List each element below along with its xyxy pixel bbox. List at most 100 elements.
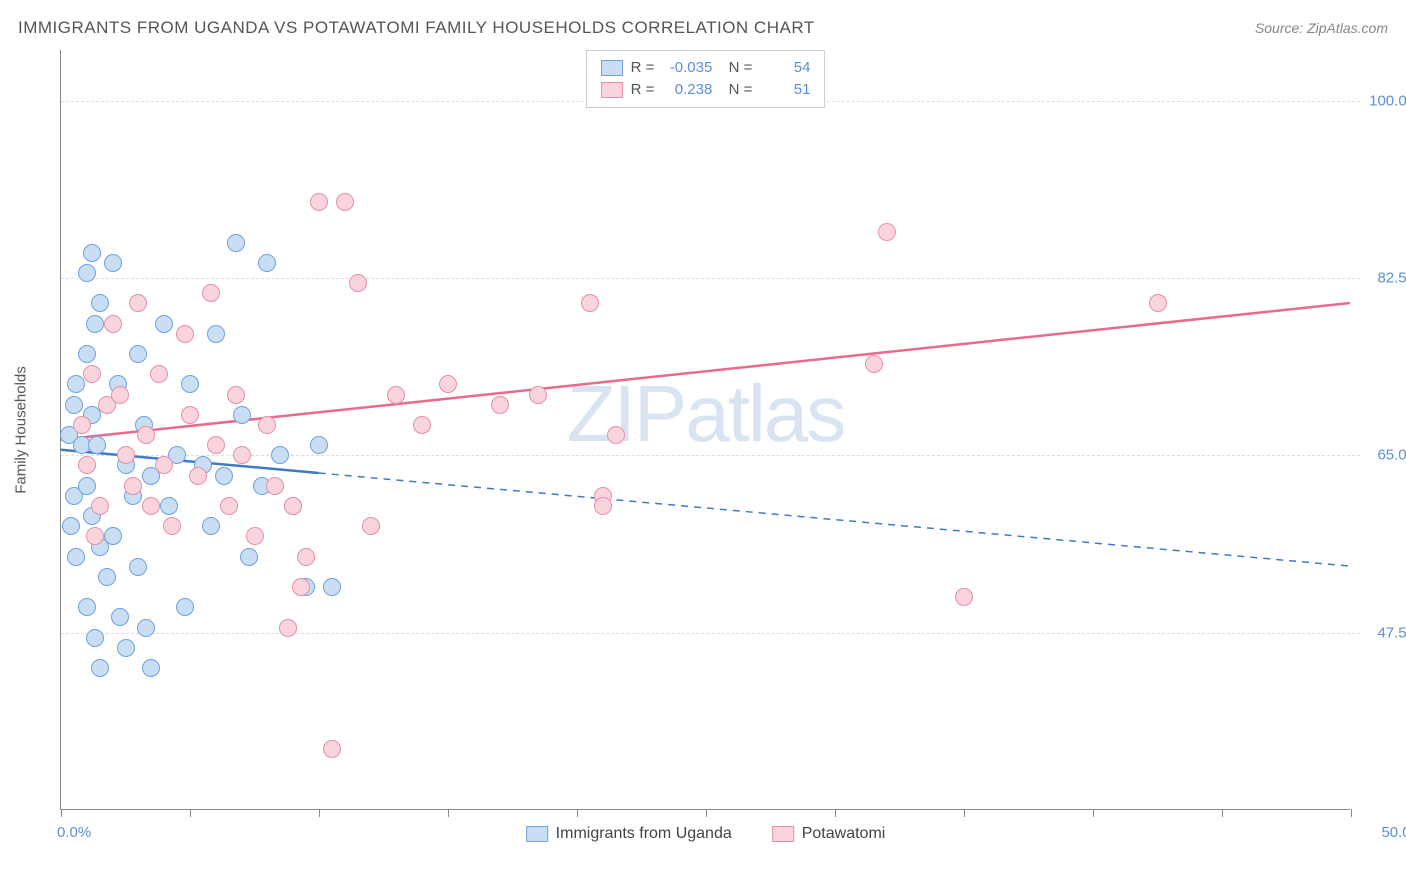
x-tick <box>190 809 191 817</box>
stat-n-label: N = <box>720 79 752 101</box>
data-point-series-0 <box>91 659 109 677</box>
stat-r-value-0: -0.035 <box>662 57 712 79</box>
data-point-series-0 <box>142 659 160 677</box>
chart-title: IMMIGRANTS FROM UGANDA VS POTAWATOMI FAM… <box>18 18 815 38</box>
y-axis-title: Family Households <box>13 366 30 494</box>
data-point-series-0 <box>91 294 109 312</box>
trend-lines <box>61 50 1350 809</box>
x-tick <box>577 809 578 817</box>
data-point-series-1 <box>155 456 173 474</box>
data-point-series-1 <box>387 386 405 404</box>
data-point-series-0 <box>83 244 101 262</box>
data-point-series-0 <box>271 446 289 464</box>
bottom-legend: Immigrants from Uganda Potawatomi <box>526 825 886 843</box>
data-point-series-0 <box>129 345 147 363</box>
y-tick-label: 65.0% <box>1360 447 1406 464</box>
data-point-series-1 <box>150 365 168 383</box>
data-point-series-1 <box>117 446 135 464</box>
x-tick <box>1093 809 1094 817</box>
data-point-series-1 <box>323 740 341 758</box>
x-tick <box>61 809 62 817</box>
data-point-series-1 <box>292 578 310 596</box>
x-axis-min-label: 0.0% <box>57 824 91 841</box>
data-point-series-1 <box>86 527 104 545</box>
stat-r-label: R = <box>631 57 655 79</box>
stat-n-label: N = <box>720 57 752 79</box>
stat-n-value-1: 51 <box>760 79 810 101</box>
x-tick <box>1222 809 1223 817</box>
legend-label-0: Immigrants from Uganda <box>556 825 732 843</box>
stat-r-value-1: 0.238 <box>662 79 712 101</box>
data-point-series-1 <box>336 193 354 211</box>
data-point-series-1 <box>176 325 194 343</box>
y-tick-label: 100.0% <box>1360 92 1406 109</box>
data-point-series-1 <box>349 274 367 292</box>
data-point-series-0 <box>233 406 251 424</box>
data-point-series-0 <box>78 598 96 616</box>
y-tick-label: 47.5% <box>1360 624 1406 641</box>
x-tick <box>835 809 836 817</box>
data-point-series-0 <box>181 375 199 393</box>
data-point-series-0 <box>98 568 116 586</box>
data-point-series-1 <box>202 284 220 302</box>
data-point-series-0 <box>86 315 104 333</box>
data-point-series-1 <box>284 497 302 515</box>
data-point-series-1 <box>129 294 147 312</box>
data-point-series-0 <box>160 497 178 515</box>
x-tick <box>448 809 449 817</box>
data-point-series-0 <box>86 629 104 647</box>
swatch-series-1 <box>601 82 623 98</box>
data-point-series-0 <box>215 467 233 485</box>
data-point-series-1 <box>233 446 251 464</box>
data-point-series-1 <box>310 193 328 211</box>
data-point-series-1 <box>258 416 276 434</box>
legend-label-1: Potawatomi <box>802 825 886 843</box>
data-point-series-1 <box>83 365 101 383</box>
data-point-series-1 <box>220 497 238 515</box>
data-point-series-1 <box>297 548 315 566</box>
data-point-series-1 <box>111 386 129 404</box>
y-tick-label: 82.5% <box>1360 270 1406 287</box>
data-point-series-0 <box>78 345 96 363</box>
stat-r-label: R = <box>631 79 655 101</box>
data-point-series-1 <box>878 223 896 241</box>
watermark: ZIPatlas <box>567 368 844 460</box>
data-point-series-0 <box>104 254 122 272</box>
data-point-series-0 <box>67 548 85 566</box>
data-point-series-1 <box>439 375 457 393</box>
stats-legend: R = -0.035 N = 54 R = 0.238 N = 51 <box>586 50 826 108</box>
data-point-series-0 <box>176 598 194 616</box>
x-tick <box>706 809 707 817</box>
data-point-series-1 <box>266 477 284 495</box>
data-point-series-1 <box>279 619 297 637</box>
data-point-series-1 <box>124 477 142 495</box>
data-point-series-1 <box>955 588 973 606</box>
legend-item-1: Potawatomi <box>772 825 886 843</box>
data-point-series-1 <box>865 355 883 373</box>
data-point-series-1 <box>413 416 431 434</box>
data-point-series-0 <box>78 264 96 282</box>
data-point-series-1 <box>181 406 199 424</box>
data-point-series-0 <box>104 527 122 545</box>
stats-row-series-0: R = -0.035 N = 54 <box>601 57 811 79</box>
data-point-series-0 <box>67 375 85 393</box>
data-point-series-0 <box>227 234 245 252</box>
data-point-series-0 <box>117 639 135 657</box>
x-tick <box>1351 809 1352 817</box>
data-point-series-0 <box>62 517 80 535</box>
swatch-series-1 <box>772 826 794 842</box>
data-point-series-0 <box>310 436 328 454</box>
grid-line <box>61 278 1360 279</box>
data-point-series-1 <box>142 497 160 515</box>
legend-item-0: Immigrants from Uganda <box>526 825 732 843</box>
swatch-series-0 <box>601 60 623 76</box>
data-point-series-1 <box>104 315 122 333</box>
data-point-series-1 <box>1149 294 1167 312</box>
data-point-series-0 <box>78 477 96 495</box>
grid-line <box>61 633 1360 634</box>
data-point-series-1 <box>529 386 547 404</box>
data-point-series-1 <box>246 527 264 545</box>
stats-row-series-1: R = 0.238 N = 51 <box>601 79 811 101</box>
plot-area: ZIPatlas Family Households 47.5%65.0%82.… <box>60 50 1350 810</box>
stat-n-value-0: 54 <box>760 57 810 79</box>
